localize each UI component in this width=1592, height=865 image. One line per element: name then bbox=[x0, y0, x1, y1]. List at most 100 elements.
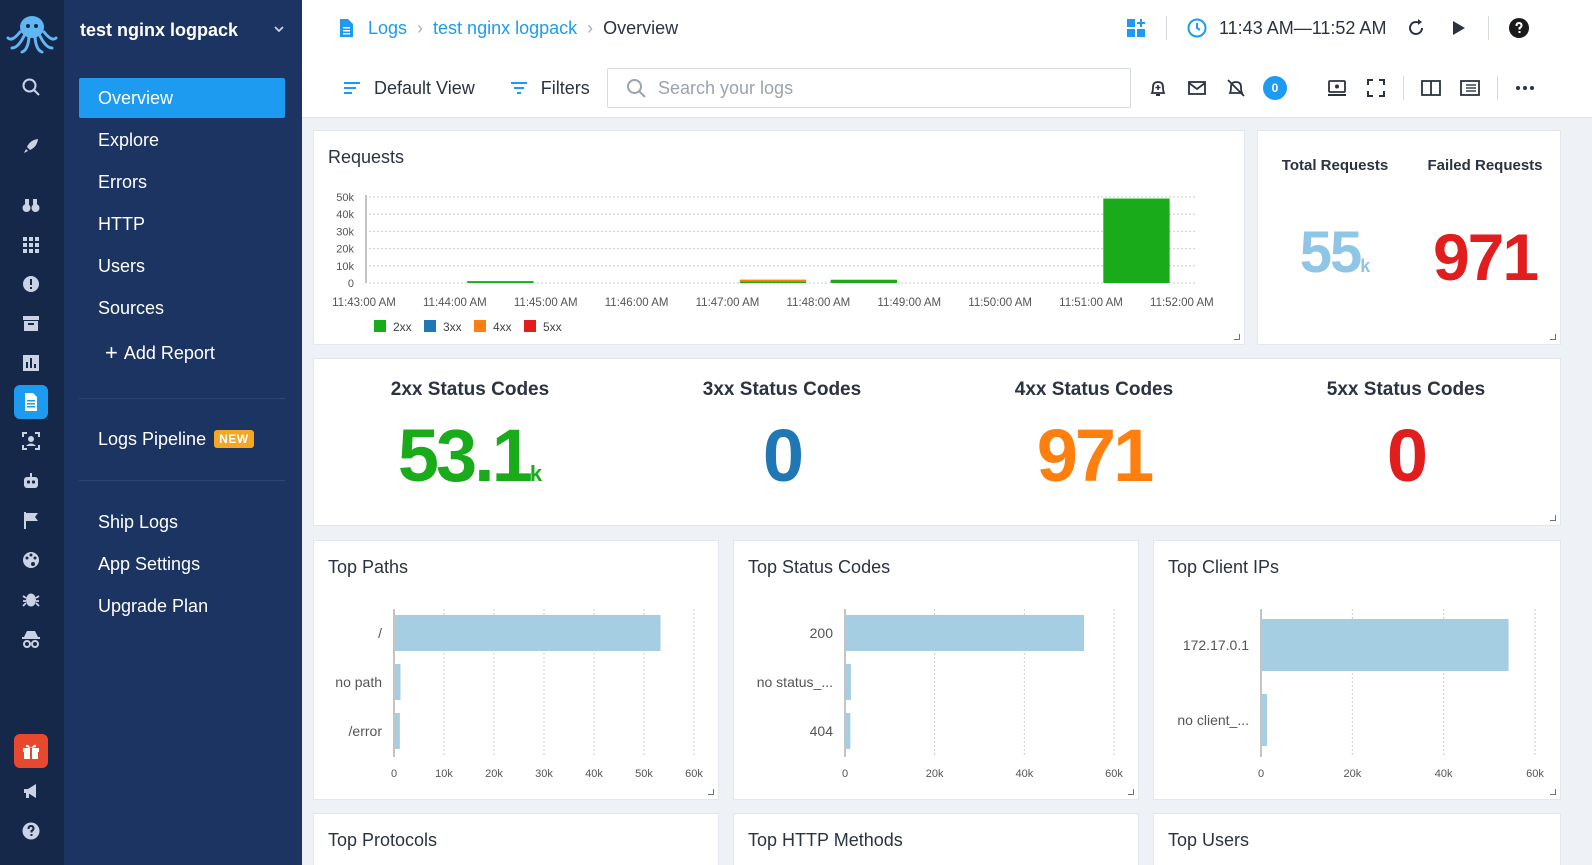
bell-plus-icon[interactable] bbox=[1146, 76, 1170, 100]
nav-item-app-settings[interactable]: App Settings bbox=[98, 553, 201, 574]
project-selector[interactable]: test nginx logpack bbox=[80, 20, 286, 41]
default-view-button[interactable]: Default View bbox=[340, 76, 475, 100]
bar bbox=[846, 713, 851, 749]
resize-handle[interactable] bbox=[1234, 334, 1240, 340]
octopus-logo-icon[interactable] bbox=[6, 12, 58, 54]
resize-handle[interactable] bbox=[1550, 334, 1556, 340]
archive-icon[interactable] bbox=[14, 306, 48, 340]
filters-button[interactable]: Filters bbox=[507, 76, 590, 100]
logs-icon[interactable] bbox=[14, 385, 48, 419]
search-input[interactable]: Search your logs bbox=[658, 77, 794, 98]
mail-icon[interactable] bbox=[1185, 76, 1209, 100]
nav-item-users[interactable]: Users bbox=[98, 255, 146, 276]
status-5xx-label: 5xx Status Codes bbox=[1326, 379, 1486, 400]
megaphone-icon[interactable] bbox=[14, 774, 48, 808]
x-tick-label: 0 bbox=[1258, 768, 1264, 780]
more-icon[interactable] bbox=[1513, 76, 1537, 100]
alert-count-badge[interactable]: 0 bbox=[1263, 76, 1287, 100]
monitor-icon[interactable] bbox=[1325, 76, 1349, 100]
legend-label-2xx: 2xx bbox=[393, 320, 412, 334]
y-tick-label: 10k bbox=[336, 261, 354, 273]
resize-handle[interactable] bbox=[1550, 515, 1556, 521]
nav-item-sources[interactable]: Sources bbox=[98, 297, 165, 318]
x-tick-label: 20k bbox=[926, 768, 944, 780]
bar bbox=[846, 615, 1085, 651]
total-requests-suffix: k bbox=[1360, 256, 1371, 276]
toolbar-divider bbox=[1403, 76, 1404, 100]
top-http-methods-title: Top HTTP Methods bbox=[748, 830, 903, 850]
y-tick-label: 30k bbox=[336, 226, 354, 238]
face-scan-icon[interactable] bbox=[14, 424, 48, 458]
bar-chart-icon[interactable] bbox=[14, 346, 48, 380]
status-4xx-value: 971 bbox=[1036, 414, 1154, 497]
y-tick-label: 0 bbox=[348, 278, 354, 290]
x-tick-label: 11:48:00 AM bbox=[787, 297, 851, 309]
status-codes-panel: 2xx Status Codes 53.1k 3xx Status Codes … bbox=[313, 358, 1561, 526]
breadcrumb-logs[interactable]: Logs bbox=[368, 17, 408, 38]
search-icon[interactable] bbox=[14, 70, 48, 104]
bug-icon[interactable] bbox=[14, 582, 48, 616]
breadcrumb: Logs › test nginx logpack › Overview bbox=[334, 16, 678, 40]
nav-item-overview[interactable]: Overview bbox=[79, 78, 285, 118]
search-icon bbox=[624, 76, 648, 100]
nav-item-http[interactable]: HTTP bbox=[98, 213, 145, 234]
failed-requests-label: Failed Requests bbox=[1427, 157, 1543, 174]
bar bbox=[1262, 619, 1509, 671]
default-view-label: Default View bbox=[374, 77, 475, 98]
time-range-picker[interactable]: 11:43 AM—11:52 AM bbox=[1185, 16, 1386, 40]
top-right-toolbar: 11:43 AM—11:52 AM bbox=[1124, 16, 1531, 40]
robot-icon[interactable] bbox=[14, 464, 48, 498]
toolbar-divider bbox=[1166, 16, 1167, 40]
nav-item-logs-pipeline[interactable]: Logs Pipeline NEW bbox=[79, 419, 285, 459]
requests-panel: Requests 0 10k 20k 30k 40k 50k 11:43:00 AM 11:4… bbox=[313, 130, 1245, 345]
alert-icon[interactable] bbox=[14, 267, 48, 301]
x-tick-label: 11:51:00 AM bbox=[1059, 297, 1123, 309]
top-users-title: Top Users bbox=[1168, 830, 1250, 850]
dashboard-add-icon[interactable] bbox=[1124, 16, 1148, 40]
nav-item-explore[interactable]: Explore bbox=[98, 129, 160, 150]
requests-title: Requests bbox=[328, 147, 405, 167]
split-view-icon[interactable] bbox=[1419, 76, 1443, 100]
palette-icon[interactable] bbox=[14, 543, 48, 577]
top-paths-panel: Top Paths 0 10k 20k 30k 40k 50k 60k / no path/er… bbox=[313, 540, 719, 800]
refresh-icon[interactable] bbox=[1404, 16, 1428, 40]
grid-icon[interactable] bbox=[14, 228, 48, 262]
flag-icon[interactable] bbox=[14, 503, 48, 537]
x-tick-label: 11:46:00 AM bbox=[605, 297, 669, 309]
gift-icon[interactable] bbox=[14, 734, 48, 768]
add-report-button[interactable]: + Add Report bbox=[79, 333, 285, 373]
top-status-codes-chart: 0 20k 40k 60k 200 no status_... 404 bbox=[757, 609, 1123, 780]
nav-item-ship-logs[interactable]: Ship Logs bbox=[98, 511, 179, 532]
nav-item-errors[interactable]: Errors bbox=[98, 171, 147, 192]
x-tick-label: 0 bbox=[842, 768, 848, 780]
binoculars-icon[interactable] bbox=[14, 188, 48, 222]
resize-handle[interactable] bbox=[1550, 789, 1556, 795]
bar bbox=[846, 664, 851, 700]
help-icon[interactable] bbox=[1507, 16, 1531, 40]
nav-item-upgrade-plan[interactable]: Upgrade Plan bbox=[98, 595, 209, 616]
top-client-ips-title: Top Client IPs bbox=[1168, 557, 1280, 577]
new-badge: NEW bbox=[214, 430, 254, 448]
resize-handle[interactable] bbox=[708, 789, 714, 795]
status-5xx: 5xx Status Codes 0 bbox=[1250, 359, 1562, 527]
rocket-icon[interactable] bbox=[14, 129, 48, 163]
table-view-icon[interactable] bbox=[1458, 76, 1482, 100]
action-toolbar: 0 bbox=[1146, 76, 1537, 100]
y-category-label: 172.17.0.1 bbox=[1183, 637, 1249, 653]
fullscreen-icon[interactable] bbox=[1364, 76, 1388, 100]
x-tick-label: 30k bbox=[535, 768, 553, 780]
header: Logs › test nginx logpack › Overview 11:… bbox=[302, 0, 1592, 118]
bell-off-icon[interactable] bbox=[1224, 76, 1248, 100]
logs-pipeline-label: Logs Pipeline bbox=[98, 428, 207, 449]
play-icon[interactable] bbox=[1446, 16, 1470, 40]
breadcrumb-project[interactable]: test nginx logpack bbox=[433, 17, 578, 38]
bar bbox=[1262, 694, 1268, 746]
help-icon[interactable] bbox=[14, 814, 48, 848]
resize-handle[interactable] bbox=[1128, 789, 1134, 795]
x-tick-label: 11:43:00 AM bbox=[332, 297, 396, 309]
total-requests-number: 55 bbox=[1299, 220, 1362, 285]
total-requests-label: Total Requests bbox=[1281, 157, 1389, 174]
incognito-icon[interactable] bbox=[14, 622, 48, 656]
search-box[interactable]: Search your logs bbox=[607, 68, 1131, 108]
legend-swatch-4xx bbox=[474, 320, 486, 332]
